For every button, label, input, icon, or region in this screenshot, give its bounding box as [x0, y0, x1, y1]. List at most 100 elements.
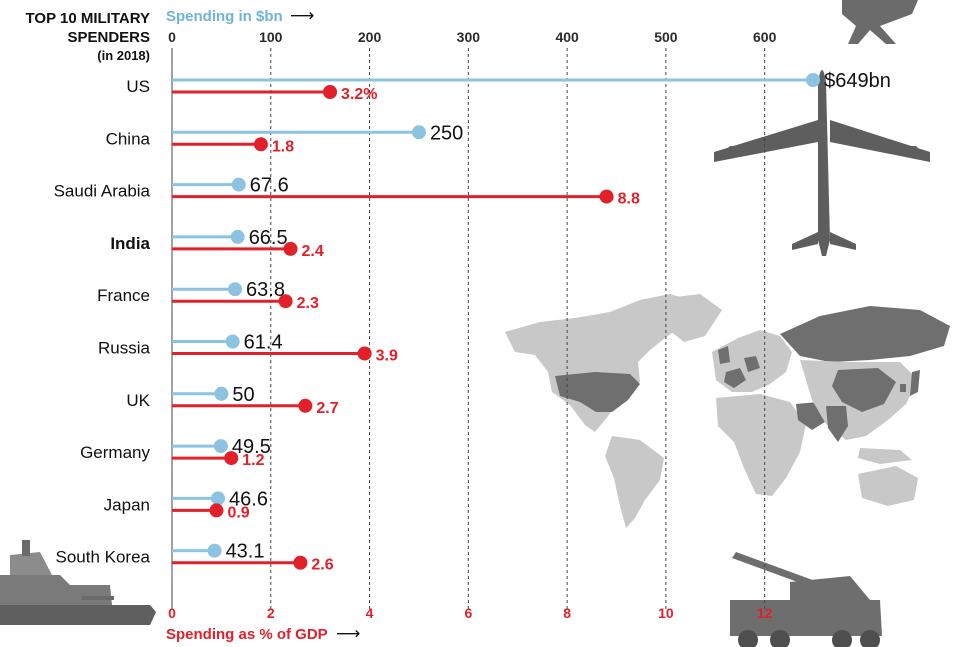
map-uk — [718, 346, 730, 364]
artillery-truck-illustration — [730, 552, 882, 647]
bottom-tick-4: 4 — [366, 605, 374, 621]
top-axis-arrow: ⟶ — [290, 6, 314, 26]
spend-label-us: $649bn — [824, 70, 891, 92]
gdp-dot-india — [283, 241, 298, 256]
spend-dot-china — [411, 125, 426, 140]
spend-label-germany: 49.5 — [232, 436, 271, 458]
spend-label-china: 250 — [430, 122, 463, 144]
bottom-axis-ticks: 0 2 4 6 8 10 12 — [168, 605, 773, 621]
top-tick-300: 300 — [457, 29, 481, 45]
category-label-germany: Germany — [80, 443, 150, 462]
map-russia — [780, 306, 950, 362]
chart-title: TOP 10 MILITARY SPENDERS (in 2018) — [26, 10, 150, 63]
category-label-india: India — [110, 234, 150, 253]
category-label-japan: Japan — [104, 495, 150, 514]
world-map-illustration — [505, 294, 950, 528]
category-label-uk: UK — [126, 391, 150, 410]
chart-title-line-3: (in 2018) — [97, 48, 150, 63]
map-africa — [716, 394, 806, 496]
warship-illustration — [0, 540, 156, 625]
bottom-axis-title: Spending as % of GDP — [166, 626, 328, 643]
gdp-label-us: 3.2% — [341, 86, 377, 103]
category-label-france: France — [97, 286, 150, 305]
top-tick-500: 500 — [654, 29, 678, 45]
gdp-dot-uk — [298, 398, 313, 413]
top-tick-100: 100 — [259, 29, 283, 45]
map-north-america — [505, 294, 690, 432]
top-axis-label: Spending in $bn ⟶ — [166, 6, 314, 26]
spend-label-india: 66.5 — [249, 227, 288, 249]
gdp-dot-germany — [224, 451, 239, 466]
spend-label-south-korea: 43.1 — [226, 541, 265, 563]
map-india — [826, 406, 848, 442]
gdp-dot-south-korea — [293, 555, 308, 570]
bottom-tick-6: 6 — [464, 605, 472, 621]
category-labels: US China Saudi Arabia India France Russia UK Ge… — [54, 77, 151, 567]
spend-label-france: 63.8 — [246, 279, 285, 301]
gdp-label-south-korea: 2.6 — [311, 557, 333, 574]
category-label-saudi-arabia: Saudi Arabia — [54, 182, 151, 201]
map-south-america — [605, 436, 664, 528]
map-south-korea — [900, 384, 906, 392]
spend-dot-uk — [214, 386, 229, 401]
top-tick-400: 400 — [555, 29, 579, 45]
decorations — [0, 0, 950, 647]
bottom-axis-arrow: ⟶ — [336, 624, 360, 644]
gdp-label-france: 2.3 — [297, 295, 319, 312]
category-label-china: China — [106, 129, 151, 148]
top-axis-ticks: 0 100 200 300 400 500 600 — [168, 29, 776, 45]
gdp-label-china: 1.8 — [272, 138, 294, 155]
bottom-tick-8: 8 — [563, 605, 571, 621]
map-china — [832, 368, 896, 412]
map-australia — [858, 466, 918, 506]
gdp-label-uk: 2.7 — [316, 400, 338, 417]
chart-title-line-2: SPENDERS — [67, 29, 150, 46]
data-marks: $649bn 3.2% 250 1.8 67.6 8.8 66.5 2.4 63.8 2.3 61.… — [172, 70, 891, 574]
gdp-label-russia: 3.9 — [376, 348, 398, 365]
category-label-south-korea: South Korea — [55, 548, 150, 567]
spend-dot-us — [806, 73, 821, 87]
gdp-dot-saudi-arabia — [599, 189, 614, 204]
bottom-tick-0: 0 — [168, 605, 176, 621]
gdp-dot-france — [278, 294, 293, 309]
bottom-tick-12: 12 — [757, 605, 773, 621]
gdp-label-saudi-arabia: 8.8 — [618, 191, 640, 208]
top-tick-200: 200 — [358, 29, 382, 45]
chart-title-line-1: TOP 10 MILITARY — [26, 10, 150, 27]
fighter-jet-illustration — [842, 0, 918, 44]
category-label-russia: Russia — [98, 339, 151, 358]
bottom-tick-10: 10 — [658, 605, 674, 621]
map-japan — [910, 370, 920, 396]
category-label-us: US — [126, 77, 150, 96]
spend-label-uk: 50 — [232, 384, 254, 406]
spend-dot-russia — [225, 334, 240, 349]
spend-dot-south-korea — [207, 543, 222, 558]
spend-dot-france — [228, 282, 243, 297]
map-france — [724, 368, 746, 388]
gdp-label-japan: 0.9 — [227, 504, 249, 521]
map-germany — [744, 356, 760, 372]
gdp-dot-us — [323, 85, 338, 99]
gdp-dot-japan — [209, 503, 224, 518]
bottom-tick-2: 2 — [267, 605, 275, 621]
spend-label-japan: 46.6 — [229, 488, 268, 510]
spend-dot-saudi-arabia — [231, 177, 246, 192]
spend-dot-india — [230, 229, 245, 244]
spend-dot-germany — [213, 439, 228, 454]
map-indonesia — [858, 448, 912, 464]
gdp-dot-russia — [357, 346, 372, 361]
airliner-illustration — [714, 70, 930, 256]
bottom-axis-label: Spending as % of GDP ⟶ — [166, 624, 360, 644]
spend-label-russia: 61.4 — [244, 332, 283, 354]
top-tick-600: 600 — [753, 29, 777, 45]
gridlines — [171, 48, 766, 610]
spend-label-saudi-arabia: 67.6 — [250, 175, 289, 197]
gdp-label-germany: 1.2 — [242, 452, 264, 469]
top-tick-0: 0 — [168, 29, 176, 45]
top-axis-title: Spending in $bn — [166, 8, 283, 25]
map-greenland — [650, 294, 722, 342]
map-usa — [555, 372, 640, 412]
gdp-label-india: 2.4 — [302, 243, 324, 260]
